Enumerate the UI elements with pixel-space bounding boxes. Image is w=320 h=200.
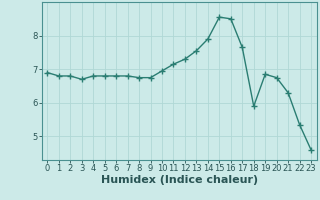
X-axis label: Humidex (Indice chaleur): Humidex (Indice chaleur) <box>100 175 258 185</box>
